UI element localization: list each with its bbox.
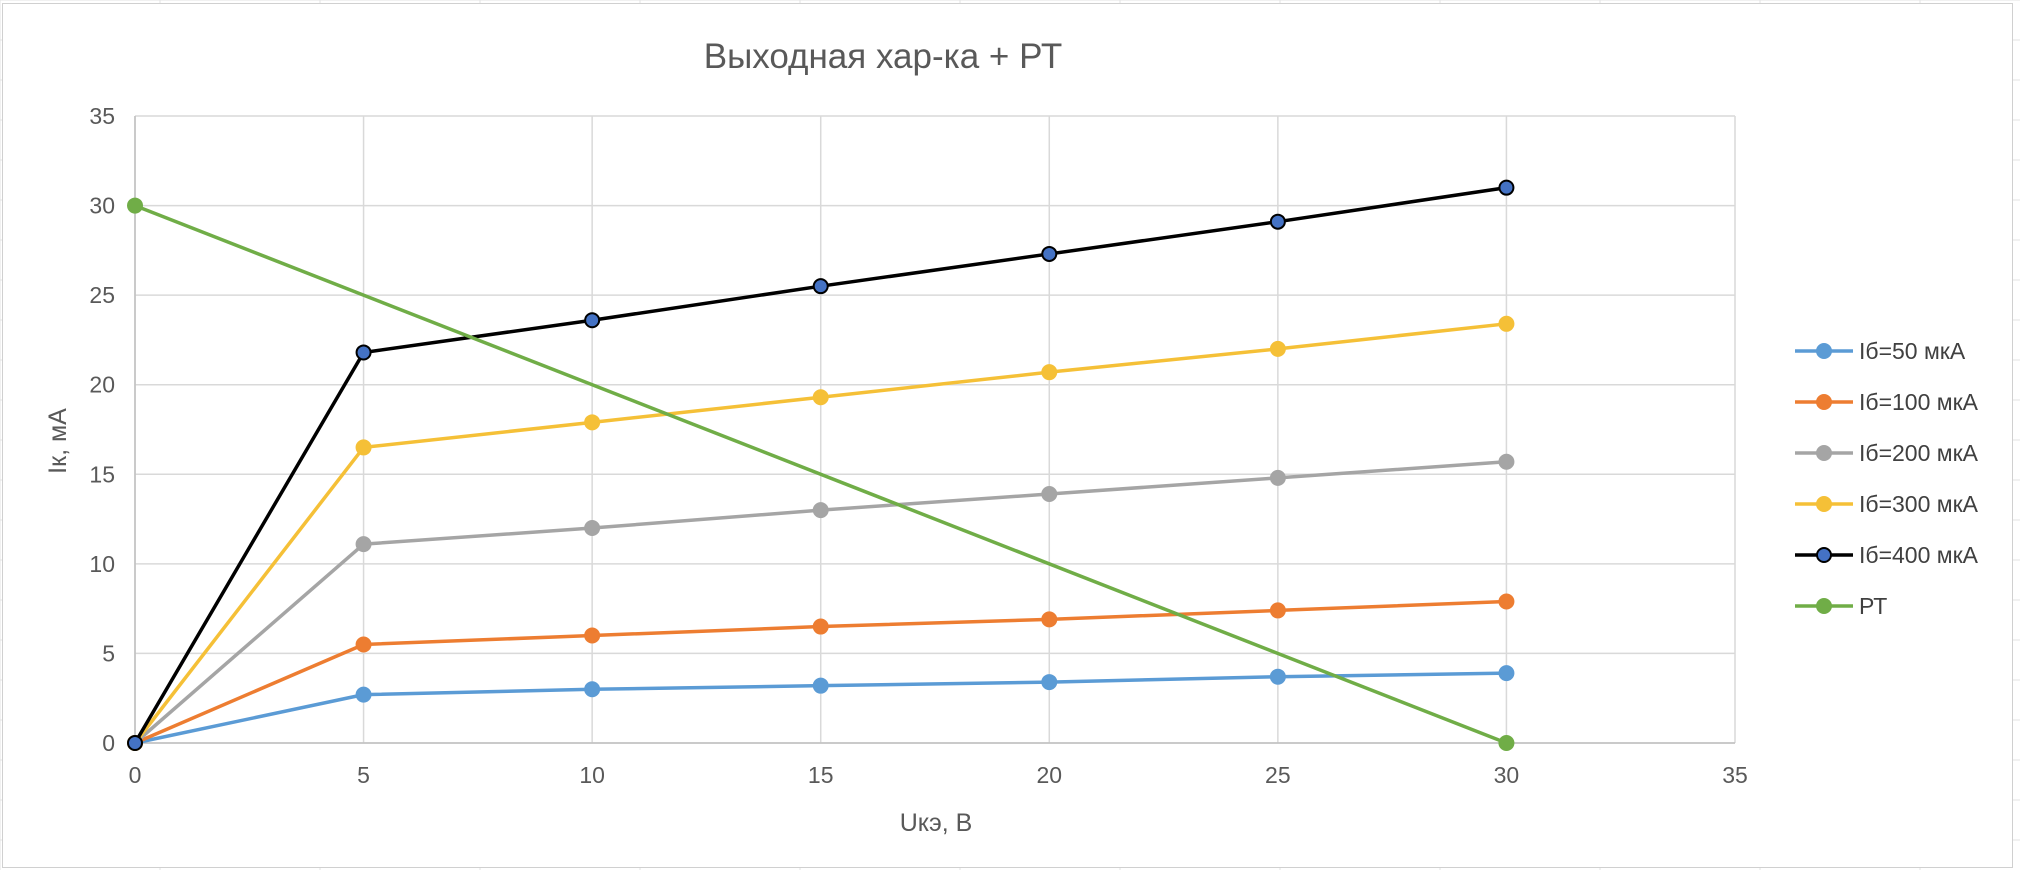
legend-swatch-marker [1816, 598, 1832, 614]
y-tick-label: 10 [89, 551, 115, 577]
data-point [355, 686, 372, 703]
series-line [134, 203, 1508, 745]
y-tick-label: 35 [89, 103, 115, 129]
axes [134, 116, 1735, 744]
data-point [1269, 469, 1286, 486]
legend-item: Iб=50 мкА [1795, 338, 1966, 364]
chart-area[interactable]: 0 5 10 15 20 25 30 35 0 5 10 15 20 25 30 35 Выходная ха… [2, 3, 2013, 868]
data-point [584, 681, 601, 698]
x-axis-title: Uкэ, В [900, 809, 973, 837]
data-point [1041, 674, 1058, 691]
data-point [1041, 364, 1058, 381]
legend-swatch-marker [1816, 445, 1832, 461]
data-point [1498, 665, 1515, 682]
series-1 [127, 665, 1515, 751]
legend-label: РТ [1859, 593, 1887, 619]
x-tick-label: 15 [808, 762, 834, 788]
data-point [584, 627, 601, 644]
legend-swatch-marker [1816, 394, 1832, 410]
legend: Iб=50 мкА Iб=100 мкА Iб=200 мкА Iб=300 мкА I… [1795, 338, 1979, 619]
data-point [1041, 611, 1058, 628]
data-point [127, 197, 143, 214]
y-tick-label: 20 [89, 372, 115, 398]
legend-label: Iб=300 мкА [1859, 491, 1979, 517]
data-point [812, 389, 829, 406]
chart-plot: 0 5 10 15 20 25 30 35 0 5 10 15 20 25 30 35 Выходная ха… [44, 37, 1979, 837]
data-point [355, 439, 372, 456]
legend-label: Iб=400 мкА [1859, 542, 1979, 568]
x-tick-label: 0 [129, 762, 142, 788]
data-point [584, 312, 601, 329]
data-point [1269, 340, 1286, 357]
data-point [812, 618, 829, 635]
y-tick-label: 0 [102, 730, 115, 756]
legend-swatch-marker [1816, 547, 1832, 563]
data-point [1498, 315, 1515, 332]
y-axis-title: Iк, мА [44, 408, 72, 474]
y-tick-label: 5 [102, 640, 115, 666]
legend-item: Iб=300 мкА [1795, 491, 1979, 517]
data-point [355, 636, 372, 653]
legend-label: Iб=50 мкА [1859, 338, 1966, 364]
data-point [584, 520, 601, 537]
x-tick-label: 5 [357, 762, 370, 788]
data-point [355, 536, 372, 553]
data-point [1498, 735, 1515, 751]
gridlines [134, 115, 1736, 744]
legend-label: Iб=100 мкА [1859, 389, 1979, 415]
legend-item: Iб=200 мкА [1795, 440, 1979, 466]
chart-title: Выходная хар-ка + РТ [704, 37, 1062, 76]
series-3 [127, 453, 1515, 751]
data-point [584, 414, 601, 431]
data-point [1269, 668, 1286, 685]
series-5 [127, 179, 1515, 751]
legend-swatch-marker [1816, 496, 1832, 512]
x-tick-label: 20 [1036, 762, 1062, 788]
data-point [1498, 453, 1515, 470]
data-point [355, 344, 372, 361]
data-point [812, 502, 829, 519]
y-tick-label: 30 [89, 193, 115, 219]
legend-swatch-marker [1816, 343, 1832, 359]
series-layer [127, 179, 1515, 751]
x-tick-label: 10 [579, 762, 605, 788]
data-point [1041, 485, 1058, 502]
y-tick-label: 15 [89, 461, 115, 487]
data-point [1498, 179, 1515, 196]
data-point [812, 677, 829, 694]
y-tick-label: 25 [89, 282, 115, 308]
x-tick-label: 25 [1265, 762, 1291, 788]
tick-labels: 0 5 10 15 20 25 30 35 0 5 10 15 20 25 30 35 [89, 103, 1747, 788]
legend-item: РТ [1795, 593, 1887, 619]
x-tick-label: 35 [1722, 762, 1748, 788]
data-point [1269, 213, 1286, 230]
x-tick-label: 30 [1494, 762, 1520, 788]
series-6 [127, 197, 1515, 751]
legend-label: Iб=200 мкА [1859, 440, 1979, 466]
data-point [1269, 602, 1286, 619]
data-point [127, 735, 143, 751]
legend-item: Iб=100 мкА [1795, 389, 1979, 415]
data-point [1498, 593, 1515, 610]
data-point [812, 278, 829, 295]
legend-item: Iб=400 мкА [1795, 542, 1979, 568]
data-point [1041, 245, 1058, 262]
